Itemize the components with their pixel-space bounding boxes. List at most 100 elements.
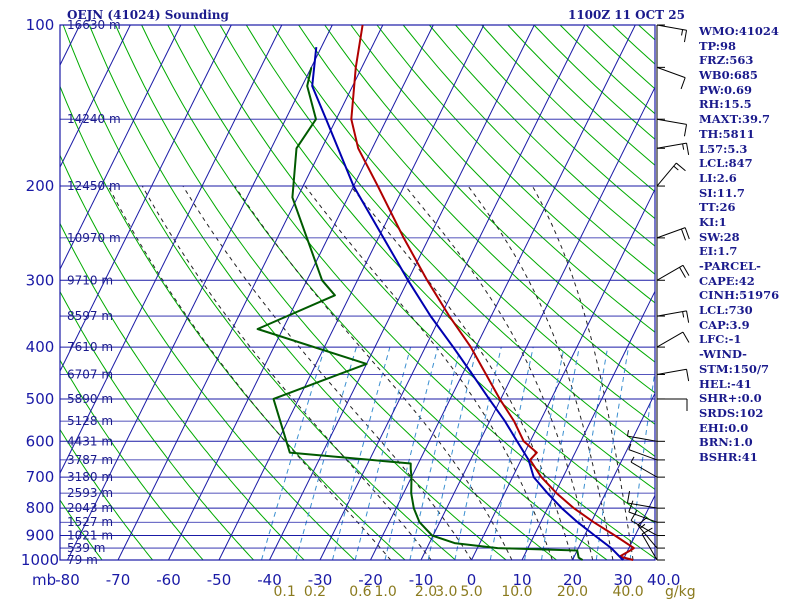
temperature-tick-label: -50 <box>207 571 232 589</box>
height-label: 8597 m <box>67 309 113 323</box>
dry-adiabat <box>585 24 656 90</box>
pressure-tick-label: 200 <box>26 177 55 195</box>
mixing-ratio-line <box>524 347 565 561</box>
wind-barb <box>656 227 690 241</box>
pressure-tick-label: 400 <box>26 338 55 356</box>
plot-frame <box>59 24 656 561</box>
index-item: LFC:-1 <box>699 332 742 347</box>
chart-datetime: 1100Z 11 OCT 25 <box>568 8 685 22</box>
index-item: SRDS:102 <box>699 405 764 420</box>
height-label: 9710 m <box>67 273 113 287</box>
height-label: 6707 m <box>67 367 113 381</box>
index-item: CAP:3.9 <box>699 317 750 332</box>
index-item: -WIND- <box>699 347 747 362</box>
index-item: KI:1 <box>699 214 727 229</box>
height-label: 1021 m <box>67 529 113 543</box>
wind-barb <box>626 430 658 442</box>
temperature-tick-label: -30 <box>308 571 333 589</box>
dry-adiabat <box>59 155 355 561</box>
height-label: 4431 m <box>67 434 113 448</box>
dry-adiabat <box>638 24 656 41</box>
isotherm <box>59 24 81 66</box>
temperature-tick-label: 30 <box>613 571 632 589</box>
isotherm <box>622 495 656 561</box>
isotherm <box>59 24 283 474</box>
height-label: 16630 m <box>67 18 121 32</box>
wind-barb <box>656 368 690 382</box>
dry-adiabat <box>62 24 456 561</box>
wind-barb <box>637 517 658 549</box>
dry-adiabat <box>481 24 656 192</box>
mixing-ratio-label: 40.0 <box>612 584 643 600</box>
index-item: EHI:0.0 <box>699 420 749 435</box>
stability-indices-panel: WMO:41024 TP:98 FRZ:563 WB0:685 PW:0.69 RH:15… <box>699 24 779 465</box>
series-temperature <box>350 24 635 561</box>
temperature-tick-label: -10 <box>409 571 434 589</box>
height-label: 14240 m <box>67 112 121 126</box>
dry-adiabat <box>559 24 656 115</box>
pressure-temperature-grid <box>59 24 656 561</box>
temperature-tick-label: 0 <box>467 571 477 589</box>
series-parcel <box>311 46 624 561</box>
temperature-tick-label: -80 <box>55 571 80 589</box>
moist-adiabat <box>107 185 392 561</box>
temperature-tick-label: -70 <box>106 571 131 589</box>
dry-adiabat <box>115 24 557 561</box>
wind-barbs <box>626 24 690 561</box>
wind-barb <box>656 162 686 187</box>
moist-adiabat <box>141 185 432 561</box>
dry-adiabat <box>245 24 656 457</box>
index-item: BSHR:41 <box>699 449 758 464</box>
dry-adiabat <box>59 223 305 561</box>
wind-barb <box>656 66 686 90</box>
mixing-ratio-line <box>489 346 534 561</box>
series-dewpoint <box>256 67 584 561</box>
dry-adiabat <box>59 429 153 561</box>
mixing-ratio-line <box>454 346 502 561</box>
dry-adiabat <box>350 24 656 333</box>
isotherm <box>319 24 586 561</box>
height-label: 12450 m <box>67 179 121 193</box>
index-item: SHR+:0.0 <box>699 391 762 406</box>
height-label: 7610 m <box>67 340 113 354</box>
index-item: TH:5811 <box>699 126 755 141</box>
height-label: 1527 m <box>67 515 113 529</box>
index-item: SW:28 <box>699 229 740 244</box>
index-item: WMO:41024 <box>699 24 779 38</box>
index-item: RH:15.5 <box>699 97 752 112</box>
mixing-ratio-line <box>541 347 580 561</box>
height-label: 2593 m <box>67 486 113 500</box>
dry-adiabat <box>455 24 656 219</box>
mixing-ratio-label: 0.1 <box>274 584 296 600</box>
temperature-tick-label: 10 <box>512 571 531 589</box>
wind-barb <box>656 331 690 348</box>
isotherm <box>168 24 434 561</box>
wind-barb <box>656 118 688 137</box>
isotherm <box>218 24 485 561</box>
wind-barb <box>657 398 688 411</box>
dry-adiabat <box>59 359 204 561</box>
index-item: LCL:847 <box>699 156 753 171</box>
index-item: FRZ:563 <box>699 53 754 68</box>
isotherm <box>59 24 232 372</box>
mixing-ratio-label: 0.2 <box>304 584 326 600</box>
pressure-tick-label: 900 <box>26 527 55 545</box>
index-item: LCL:730 <box>699 303 753 318</box>
chart-title: OEJN (41024) Sounding <box>67 8 229 22</box>
moist-adiabat <box>182 185 472 561</box>
index-item: EI:1.7 <box>699 244 738 259</box>
index-item: WB0:685 <box>699 68 758 83</box>
isotherm <box>59 24 131 168</box>
isotherm <box>67 24 333 561</box>
height-label: 3787 m <box>67 453 113 467</box>
index-item: -PARCEL- <box>699 259 761 273</box>
pressure-unit-label: mb <box>32 571 56 589</box>
pressure-tick-label: 700 <box>26 468 55 486</box>
dry-adiabat <box>271 24 656 425</box>
height-label: 2043 m <box>67 501 113 515</box>
pressure-tick-label: 100 <box>26 16 55 34</box>
isotherm <box>521 291 656 561</box>
wind-barb <box>656 310 690 323</box>
dry-adiabat <box>298 24 656 394</box>
index-item: L57:5.3 <box>699 141 748 156</box>
